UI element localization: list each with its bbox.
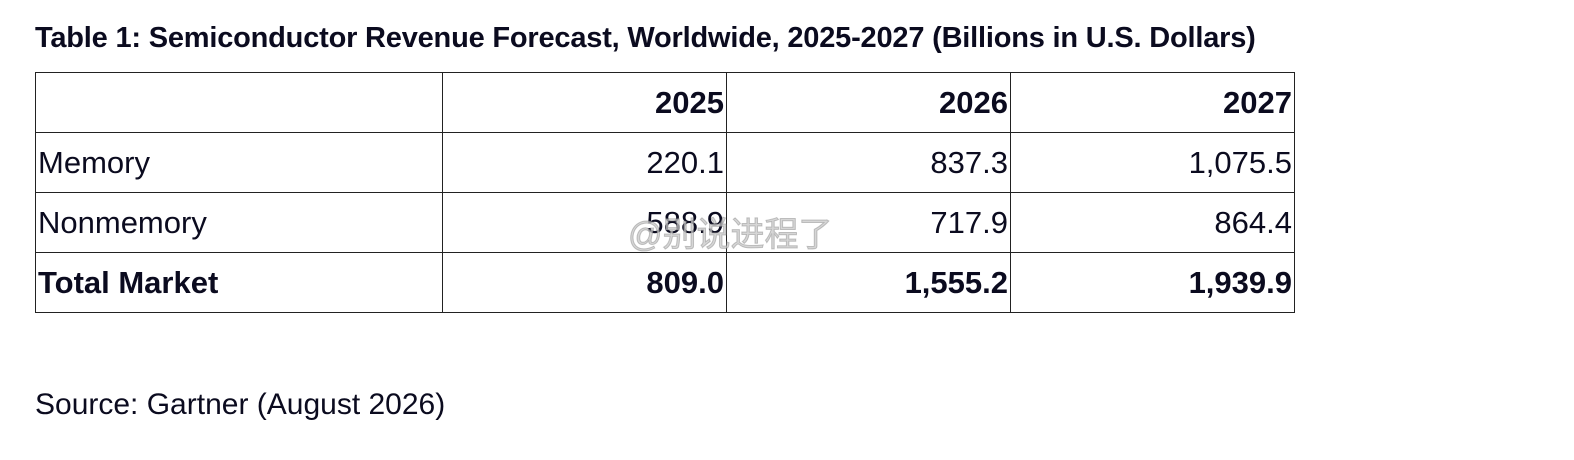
cell: 1,939.9 xyxy=(1010,252,1295,313)
cell: 2025 xyxy=(442,72,727,133)
cell: 864.4 xyxy=(1010,192,1295,253)
row-label: Nonmemory xyxy=(35,192,443,253)
cell: 220.1 xyxy=(442,132,727,193)
table-row: Memory 220.1 837.3 1,075.5 xyxy=(35,132,1295,193)
cell: 2027 xyxy=(1010,72,1295,133)
cell: 588.9 xyxy=(442,192,727,253)
table-row: Total Market 809.0 1,555.2 1,939.9 xyxy=(35,252,1295,313)
cell: 809.0 xyxy=(442,252,727,313)
cell: 1,075.5 xyxy=(1010,132,1295,193)
revenue-table: 2025 2026 2027 Memory 220.1 837.3 1,075.5 Nonme… xyxy=(35,72,1295,313)
cell: 837.3 xyxy=(726,132,1011,193)
row-label xyxy=(35,72,443,133)
cell: 2026 xyxy=(726,72,1011,133)
source-note: Source: Gartner (August 2026) xyxy=(35,388,446,421)
table-row: 2025 2026 2027 xyxy=(35,72,1295,133)
table-title: Table 1: Semiconductor Revenue Forecast,… xyxy=(35,22,1256,54)
cell: 1,555.2 xyxy=(726,252,1011,313)
watermark: @别说进程了 xyxy=(628,216,834,255)
cell: 717.9 xyxy=(726,192,1011,253)
row-label: Total Market xyxy=(35,252,443,313)
row-label: Memory xyxy=(35,132,443,193)
